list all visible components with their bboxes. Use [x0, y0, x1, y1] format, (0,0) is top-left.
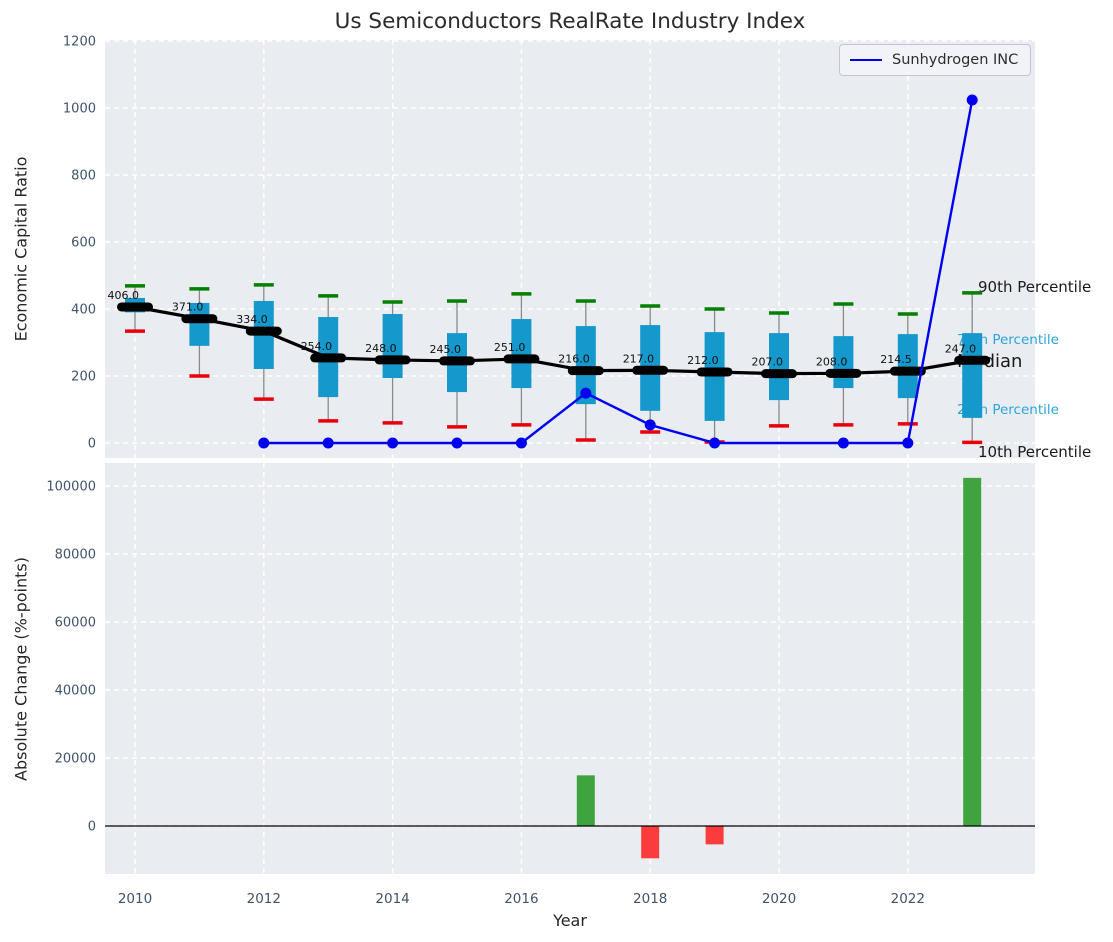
median-marker-2011	[181, 314, 218, 324]
median-value-label-2012: 334.0	[236, 313, 268, 326]
median-value-label-2019: 212.0	[687, 354, 719, 367]
ytick-top-1000: 1000	[63, 102, 96, 117]
median-marker-2015	[439, 356, 475, 366]
y-axis-label-top: Economic Capital Ratio	[11, 156, 31, 342]
median-value-label-2017: 216.0	[558, 353, 590, 366]
xtick-2020: 2020	[762, 891, 796, 907]
ytick-top-600: 600	[71, 236, 96, 251]
x-axis-label: Year	[553, 911, 587, 930]
ytick-bottom-60000: 60000	[55, 616, 96, 631]
legend: Sunhydrogen INC	[839, 44, 1031, 76]
company-point-2012	[258, 437, 270, 449]
ytick-top-1200: 1200	[63, 35, 96, 50]
median-marker-2020	[761, 369, 797, 379]
iqr-box-2011	[189, 302, 210, 346]
median-marker-2016	[503, 354, 540, 364]
ytick-bottom-80000: 80000	[55, 548, 96, 563]
annotation-25th-percentile: 25th Percentile	[957, 402, 1059, 418]
median-value-label-2022: 214.5	[880, 353, 912, 366]
company-point-2023	[966, 94, 978, 106]
iqr-box-2017	[575, 326, 596, 405]
top-panel-background	[105, 40, 1035, 458]
chart-title: Us Semiconductors RealRate Industry Inde…	[334, 9, 806, 34]
xtick-2016: 2016	[504, 891, 538, 907]
median-value-label-2021: 208.0	[816, 355, 848, 368]
bottom-panel-background	[105, 463, 1035, 874]
median-marker-2017	[567, 366, 604, 376]
median-marker-2021	[825, 368, 862, 378]
company-point-2021	[837, 437, 849, 449]
iqr-box-2016	[511, 319, 532, 389]
iqr-box-2022	[897, 334, 918, 399]
median-marker-2022	[889, 366, 926, 376]
annotation-90th-percentile: 90th Percentile	[978, 278, 1091, 296]
annotation-75th-percentile: 75th Percentile	[957, 332, 1059, 348]
company-point-2019	[709, 437, 721, 449]
median-value-label-2023: 247.0	[945, 342, 977, 355]
change-bar-2019	[705, 826, 724, 845]
median-marker-2014	[374, 355, 411, 365]
legend-line-swatch	[850, 59, 882, 61]
ytick-bottom-40000: 40000	[55, 684, 96, 699]
change-bar-2023	[963, 477, 982, 826]
ytick-bottom-20000: 20000	[55, 752, 96, 767]
median-marker-2013	[310, 353, 347, 363]
median-marker-2018	[632, 365, 669, 375]
iqr-box-2023	[962, 333, 983, 418]
ytick-bottom-100000: 100000	[46, 480, 96, 495]
xtick-2010: 2010	[118, 891, 152, 907]
company-point-2013	[322, 437, 334, 449]
median-value-label-2013: 254.0	[301, 340, 333, 353]
ytick-bottom-0: 0	[88, 820, 96, 835]
company-point-2016	[515, 437, 527, 449]
median-value-label-2020: 207.0	[752, 356, 784, 369]
ytick-top-400: 400	[71, 303, 96, 318]
iqr-box-2020	[769, 333, 789, 401]
ytick-top-200: 200	[71, 370, 96, 385]
iqr-box-2019	[704, 332, 725, 421]
company-point-2018	[644, 419, 656, 431]
company-point-2014	[387, 437, 399, 449]
median-marker-2010	[117, 302, 153, 312]
median-value-label-2011: 371.0	[172, 301, 204, 314]
xtick-2014: 2014	[375, 891, 409, 907]
median-value-label-2010: 406.0	[108, 289, 140, 302]
change-bar-2018	[641, 826, 660, 859]
xtick-2018: 2018	[633, 891, 667, 907]
company-point-2022	[902, 437, 914, 449]
company-point-2017	[580, 387, 592, 399]
xtick-2022: 2022	[891, 891, 925, 907]
median-value-label-2015: 245.0	[430, 343, 462, 356]
ytick-top-0: 0	[88, 437, 96, 452]
median-marker-2023	[954, 355, 991, 365]
annotation-10th-percentile: 10th Percentile	[978, 443, 1091, 461]
y-axis-label-bottom: Absolute Change (%-points)	[11, 557, 31, 781]
xtick-2012: 2012	[247, 891, 281, 907]
ytick-top-800: 800	[71, 169, 96, 184]
company-point-2015	[451, 437, 463, 449]
median-value-label-2014: 248.0	[365, 342, 397, 355]
change-bar-2017	[576, 775, 595, 826]
median-value-label-2018: 217.0	[623, 352, 655, 365]
median-value-label-2016: 251.0	[494, 341, 526, 354]
legend-label: Sunhydrogen INC	[892, 52, 1019, 68]
median-marker-2012	[245, 326, 282, 336]
median-marker-2019	[696, 367, 733, 377]
